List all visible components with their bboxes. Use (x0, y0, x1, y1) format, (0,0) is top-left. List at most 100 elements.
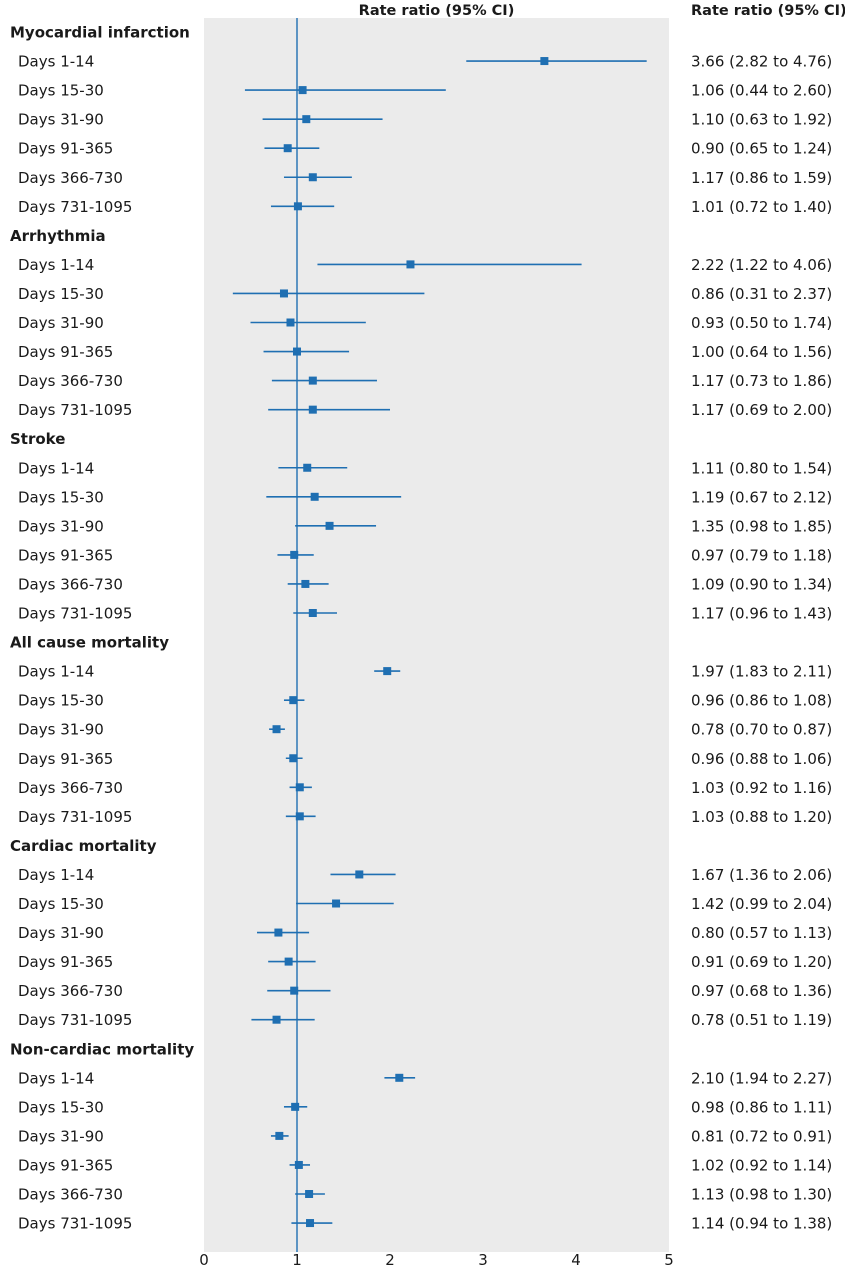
rate-ratio-value: 1.14 (0.94 to 1.38) (691, 1215, 832, 1233)
row-label: Days 31-90 (18, 1127, 104, 1145)
estimate-marker (289, 696, 298, 705)
rate-ratio-value: 1.06 (0.44 to 2.60) (691, 82, 832, 100)
estimate-marker (291, 1102, 300, 1111)
row-label: Days 1-14 (18, 866, 94, 884)
rate-ratio-value: 1.01 (0.72 to 1.40) (691, 198, 832, 216)
row-label: Days 91-365 (18, 140, 113, 158)
estimate-marker (310, 492, 319, 501)
rate-ratio-value: 0.78 (0.51 to 1.19) (691, 1011, 832, 1029)
rate-ratio-value: 1.03 (0.88 to 1.20) (691, 808, 832, 826)
estimate-marker (540, 57, 549, 66)
estimate-marker (289, 754, 298, 763)
group-label: Non-cardiac mortality (10, 1040, 194, 1058)
rate-ratio-value: 1.10 (0.63 to 1.92) (691, 111, 832, 129)
x-axis-ticks: 0 1 2 3 4 5 (199, 1251, 674, 1266)
rate-ratio-value: 1.42 (0.99 to 2.04) (691, 895, 832, 913)
rate-ratio-value: 0.96 (0.86 to 1.08) (691, 692, 832, 710)
row-label: Days 15-30 (18, 285, 104, 303)
rate-ratio-value: 1.97 (1.83 to 2.11) (691, 663, 832, 681)
rate-ratio-value: 1.11 (0.80 to 1.54) (691, 459, 832, 477)
estimate-marker (272, 1015, 281, 1024)
rate-ratio-value: 1.35 (0.98 to 1.85) (691, 517, 832, 535)
x-tick-label: 0 (199, 1251, 209, 1266)
estimate-marker (301, 579, 310, 588)
rate-ratio-value: 1.13 (0.98 to 1.30) (691, 1186, 832, 1204)
row-label: Days 1-14 (18, 53, 94, 71)
estimate-marker (275, 1131, 284, 1140)
rate-ratio-value: 0.81 (0.72 to 0.91) (691, 1127, 832, 1145)
row-label: Days 366-730 (18, 1186, 123, 1204)
row-label: Days 731-1095 (18, 198, 132, 216)
estimate-marker (302, 115, 311, 124)
row-label: Days 31-90 (18, 924, 104, 942)
row-label: Days 1-14 (18, 459, 94, 477)
rate-ratio-value: 2.22 (1.22 to 4.06) (691, 256, 832, 274)
row-label: Days 15-30 (18, 82, 104, 100)
estimate-marker (295, 783, 304, 792)
estimate-marker (306, 1219, 315, 1228)
row-label: Days 1-14 (18, 1069, 94, 1087)
x-tick-label: 4 (571, 1251, 581, 1266)
row-label: Days 91-365 (18, 343, 113, 361)
rate-ratio-value: 1.17 (0.73 to 1.86) (691, 372, 832, 390)
row-label: Days 366-730 (18, 169, 123, 187)
estimate-marker (406, 260, 415, 269)
row-label: Days 15-30 (18, 895, 104, 913)
group-label: Stroke (10, 430, 65, 448)
row-label: Days 91-365 (18, 953, 113, 971)
row-label: Days 731-1095 (18, 808, 132, 826)
rate-ratio-value: 2.10 (1.94 to 2.27) (691, 1069, 832, 1087)
row-label: Days 15-30 (18, 1098, 104, 1116)
row-label: Days 91-365 (18, 1156, 113, 1174)
estimate-marker (332, 899, 341, 908)
rate-ratio-value: 1.17 (0.86 to 1.59) (691, 169, 832, 187)
rate-ratio-value: 1.19 (0.67 to 2.12) (691, 488, 832, 506)
estimate-marker (293, 202, 302, 211)
estimate-marker (279, 289, 288, 298)
estimate-marker (303, 463, 312, 472)
estimate-marker (290, 550, 299, 559)
rate-ratio-value: 3.66 (2.82 to 4.76) (691, 53, 832, 71)
estimate-marker (308, 173, 317, 182)
row-label: Days 366-730 (18, 575, 123, 593)
row-label: Days 91-365 (18, 750, 113, 768)
rate-ratio-value: 0.97 (0.68 to 1.36) (691, 982, 832, 1000)
estimate-marker (286, 318, 295, 327)
row-label: Days 366-730 (18, 779, 123, 797)
rate-ratio-value: 1.17 (0.69 to 2.00) (691, 401, 832, 419)
row-label: Days 31-90 (18, 314, 104, 332)
estimate-marker (383, 667, 392, 676)
row-label: Days 1-14 (18, 256, 94, 274)
estimate-marker (305, 1190, 314, 1198)
group-label: Myocardial infarction (10, 24, 190, 42)
rate-ratio-value: 0.97 (0.79 to 1.18) (691, 546, 832, 564)
row-label: Days 15-30 (18, 488, 104, 506)
chart-marks (232, 57, 647, 1228)
row-label: Days 366-730 (18, 982, 123, 1000)
estimate-marker (298, 86, 307, 95)
rate-ratio-value: 0.80 (0.57 to 1.13) (691, 924, 832, 942)
rate-ratio-value: 1.17 (0.96 to 1.43) (691, 605, 832, 623)
row-label: Days 366-730 (18, 372, 123, 390)
rate-ratio-value: 0.90 (0.65 to 1.24) (691, 140, 832, 158)
rate-ratio-value: 0.86 (0.31 to 2.37) (691, 285, 832, 303)
row-label: Days 731-1095 (18, 605, 132, 623)
estimate-marker (284, 957, 293, 966)
estimate-marker (283, 144, 292, 153)
estimate-marker (308, 376, 317, 385)
x-tick-label: 5 (664, 1251, 674, 1266)
estimate-marker (295, 812, 304, 821)
estimate-marker (294, 1160, 303, 1169)
row-label: Days 731-1095 (18, 1215, 132, 1233)
values-header: Rate ratio (95% CI) (691, 3, 845, 19)
row-labels: Myocardial infarction Days 1-14 3.66 (2.82… (10, 24, 832, 1233)
row-label: Days 1-14 (18, 663, 94, 681)
rate-ratio-value: 0.78 (0.70 to 0.87) (691, 721, 832, 739)
rate-ratio-value: 0.96 (0.88 to 1.06) (691, 750, 832, 768)
x-tick-label: 3 (478, 1251, 488, 1266)
row-label: Days 31-90 (18, 111, 104, 129)
row-label: Days 91-365 (18, 546, 113, 564)
estimate-marker (308, 405, 317, 414)
rate-ratio-value: 0.93 (0.50 to 1.74) (691, 314, 832, 332)
